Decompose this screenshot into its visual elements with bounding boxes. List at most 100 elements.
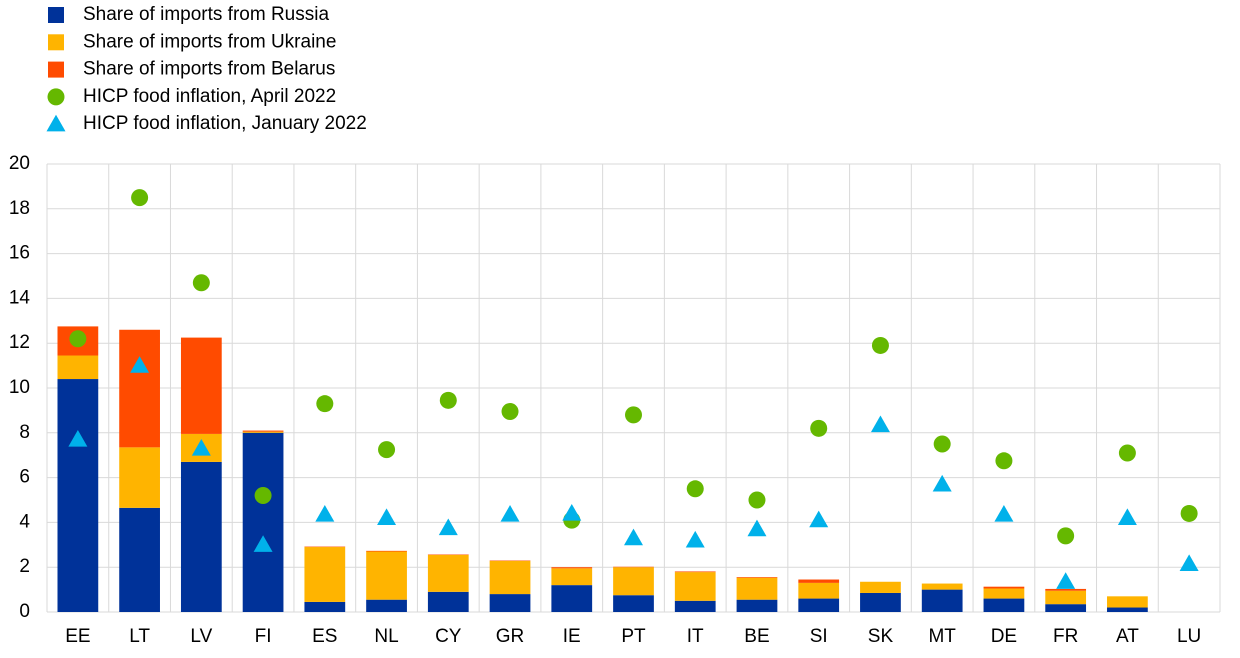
point <box>501 403 519 421</box>
bar-segment <box>860 581 901 593</box>
x-tick-label: IT <box>687 626 704 647</box>
bar-segment <box>119 507 160 612</box>
x-tick-label: FI <box>255 626 272 647</box>
x-tick-label: LV <box>190 626 212 647</box>
x-tick-label: LU <box>1177 626 1201 647</box>
point <box>254 487 272 505</box>
point <box>1118 444 1136 462</box>
point <box>562 503 582 521</box>
bar-segment <box>921 589 963 612</box>
x-tick-label: MT <box>928 626 956 647</box>
legend-label: Share of imports from Belarus <box>83 59 335 80</box>
y-tick-label: 14 <box>9 287 31 308</box>
bar-segment <box>983 598 1025 612</box>
bar-segment <box>427 554 469 592</box>
bar-segment <box>674 572 716 601</box>
x-tick-label: NL <box>374 626 398 647</box>
legend-marker <box>46 114 66 132</box>
point <box>686 480 704 498</box>
bar-segment <box>1107 607 1148 612</box>
bar-segment <box>736 599 778 612</box>
legend-marker <box>47 88 65 106</box>
legend-marker <box>48 7 64 23</box>
point <box>68 430 88 447</box>
x-tick-label: DE <box>991 626 1017 647</box>
legend-label: Share of imports from Ukraine <box>83 31 336 52</box>
point <box>500 505 520 522</box>
legend-marker <box>48 61 64 78</box>
x-tick-label: SI <box>810 626 828 647</box>
point <box>625 406 642 424</box>
bar-segment <box>551 585 593 612</box>
x-tick-label: FR <box>1053 626 1078 647</box>
point <box>809 510 829 528</box>
point <box>378 441 396 459</box>
bar-segment <box>1107 596 1148 608</box>
bar-segment <box>366 599 407 612</box>
legend-label: HICP food inflation, April 2022 <box>83 86 336 107</box>
y-tick-label: 18 <box>9 198 30 219</box>
x-tick-label: BE <box>744 626 769 647</box>
bar-segment <box>736 577 778 600</box>
point <box>871 336 889 354</box>
bar-segment <box>57 355 99 380</box>
bar-segment <box>119 329 160 448</box>
bar-segment <box>489 594 531 612</box>
point <box>438 518 458 536</box>
bar-segment <box>242 432 284 612</box>
x-tick-label: ES <box>312 626 337 647</box>
y-tick-label: 2 <box>19 556 30 577</box>
point <box>810 419 828 437</box>
bar-segment <box>119 447 160 508</box>
point <box>870 415 890 433</box>
bar-segment <box>366 551 407 600</box>
bar-segment <box>983 588 1025 599</box>
x-tick-label: AT <box>1116 626 1139 647</box>
point <box>624 528 643 546</box>
point <box>69 330 87 348</box>
point <box>933 435 951 453</box>
point <box>377 508 397 526</box>
legend-marker <box>48 34 64 51</box>
y-tick-label: 16 <box>9 243 30 264</box>
bar-segment <box>242 431 284 433</box>
x-tick-label: SK <box>868 626 894 647</box>
bar-segment <box>1045 588 1087 591</box>
bar-segment <box>1045 604 1087 612</box>
point <box>439 391 457 409</box>
x-tick-label: PT <box>621 626 646 647</box>
bar-segment <box>304 601 346 612</box>
bar-segment <box>798 598 840 612</box>
bar-segment <box>551 568 593 586</box>
bar-segment <box>736 577 778 578</box>
point <box>748 491 766 509</box>
bar-segment <box>613 595 654 612</box>
y-tick-label: 6 <box>19 467 30 488</box>
bar-segment <box>674 600 716 612</box>
bar-segment <box>366 550 407 552</box>
point <box>1057 527 1075 545</box>
y-tick-label: 12 <box>9 332 30 353</box>
bar-segment <box>798 579 840 583</box>
point <box>191 438 211 456</box>
x-tick-label: IE <box>563 626 581 647</box>
bar-segment <box>304 547 346 602</box>
point <box>1180 504 1198 522</box>
bar-segment <box>921 583 963 590</box>
bar-segment <box>242 430 284 432</box>
x-tick-label: CY <box>435 626 462 647</box>
bar-segment <box>674 571 716 573</box>
bar-segment <box>613 567 654 596</box>
point <box>995 452 1013 470</box>
point <box>130 356 150 373</box>
y-tick-label: 8 <box>19 422 30 443</box>
point <box>1117 508 1137 526</box>
point <box>192 274 210 292</box>
bar-segment <box>180 337 222 434</box>
bar-segment <box>551 567 593 569</box>
legend-label: HICP food inflation, January 2022 <box>83 113 367 134</box>
point <box>994 505 1014 522</box>
bar-segment <box>1045 590 1087 605</box>
y-tick-label: 10 <box>9 377 30 398</box>
